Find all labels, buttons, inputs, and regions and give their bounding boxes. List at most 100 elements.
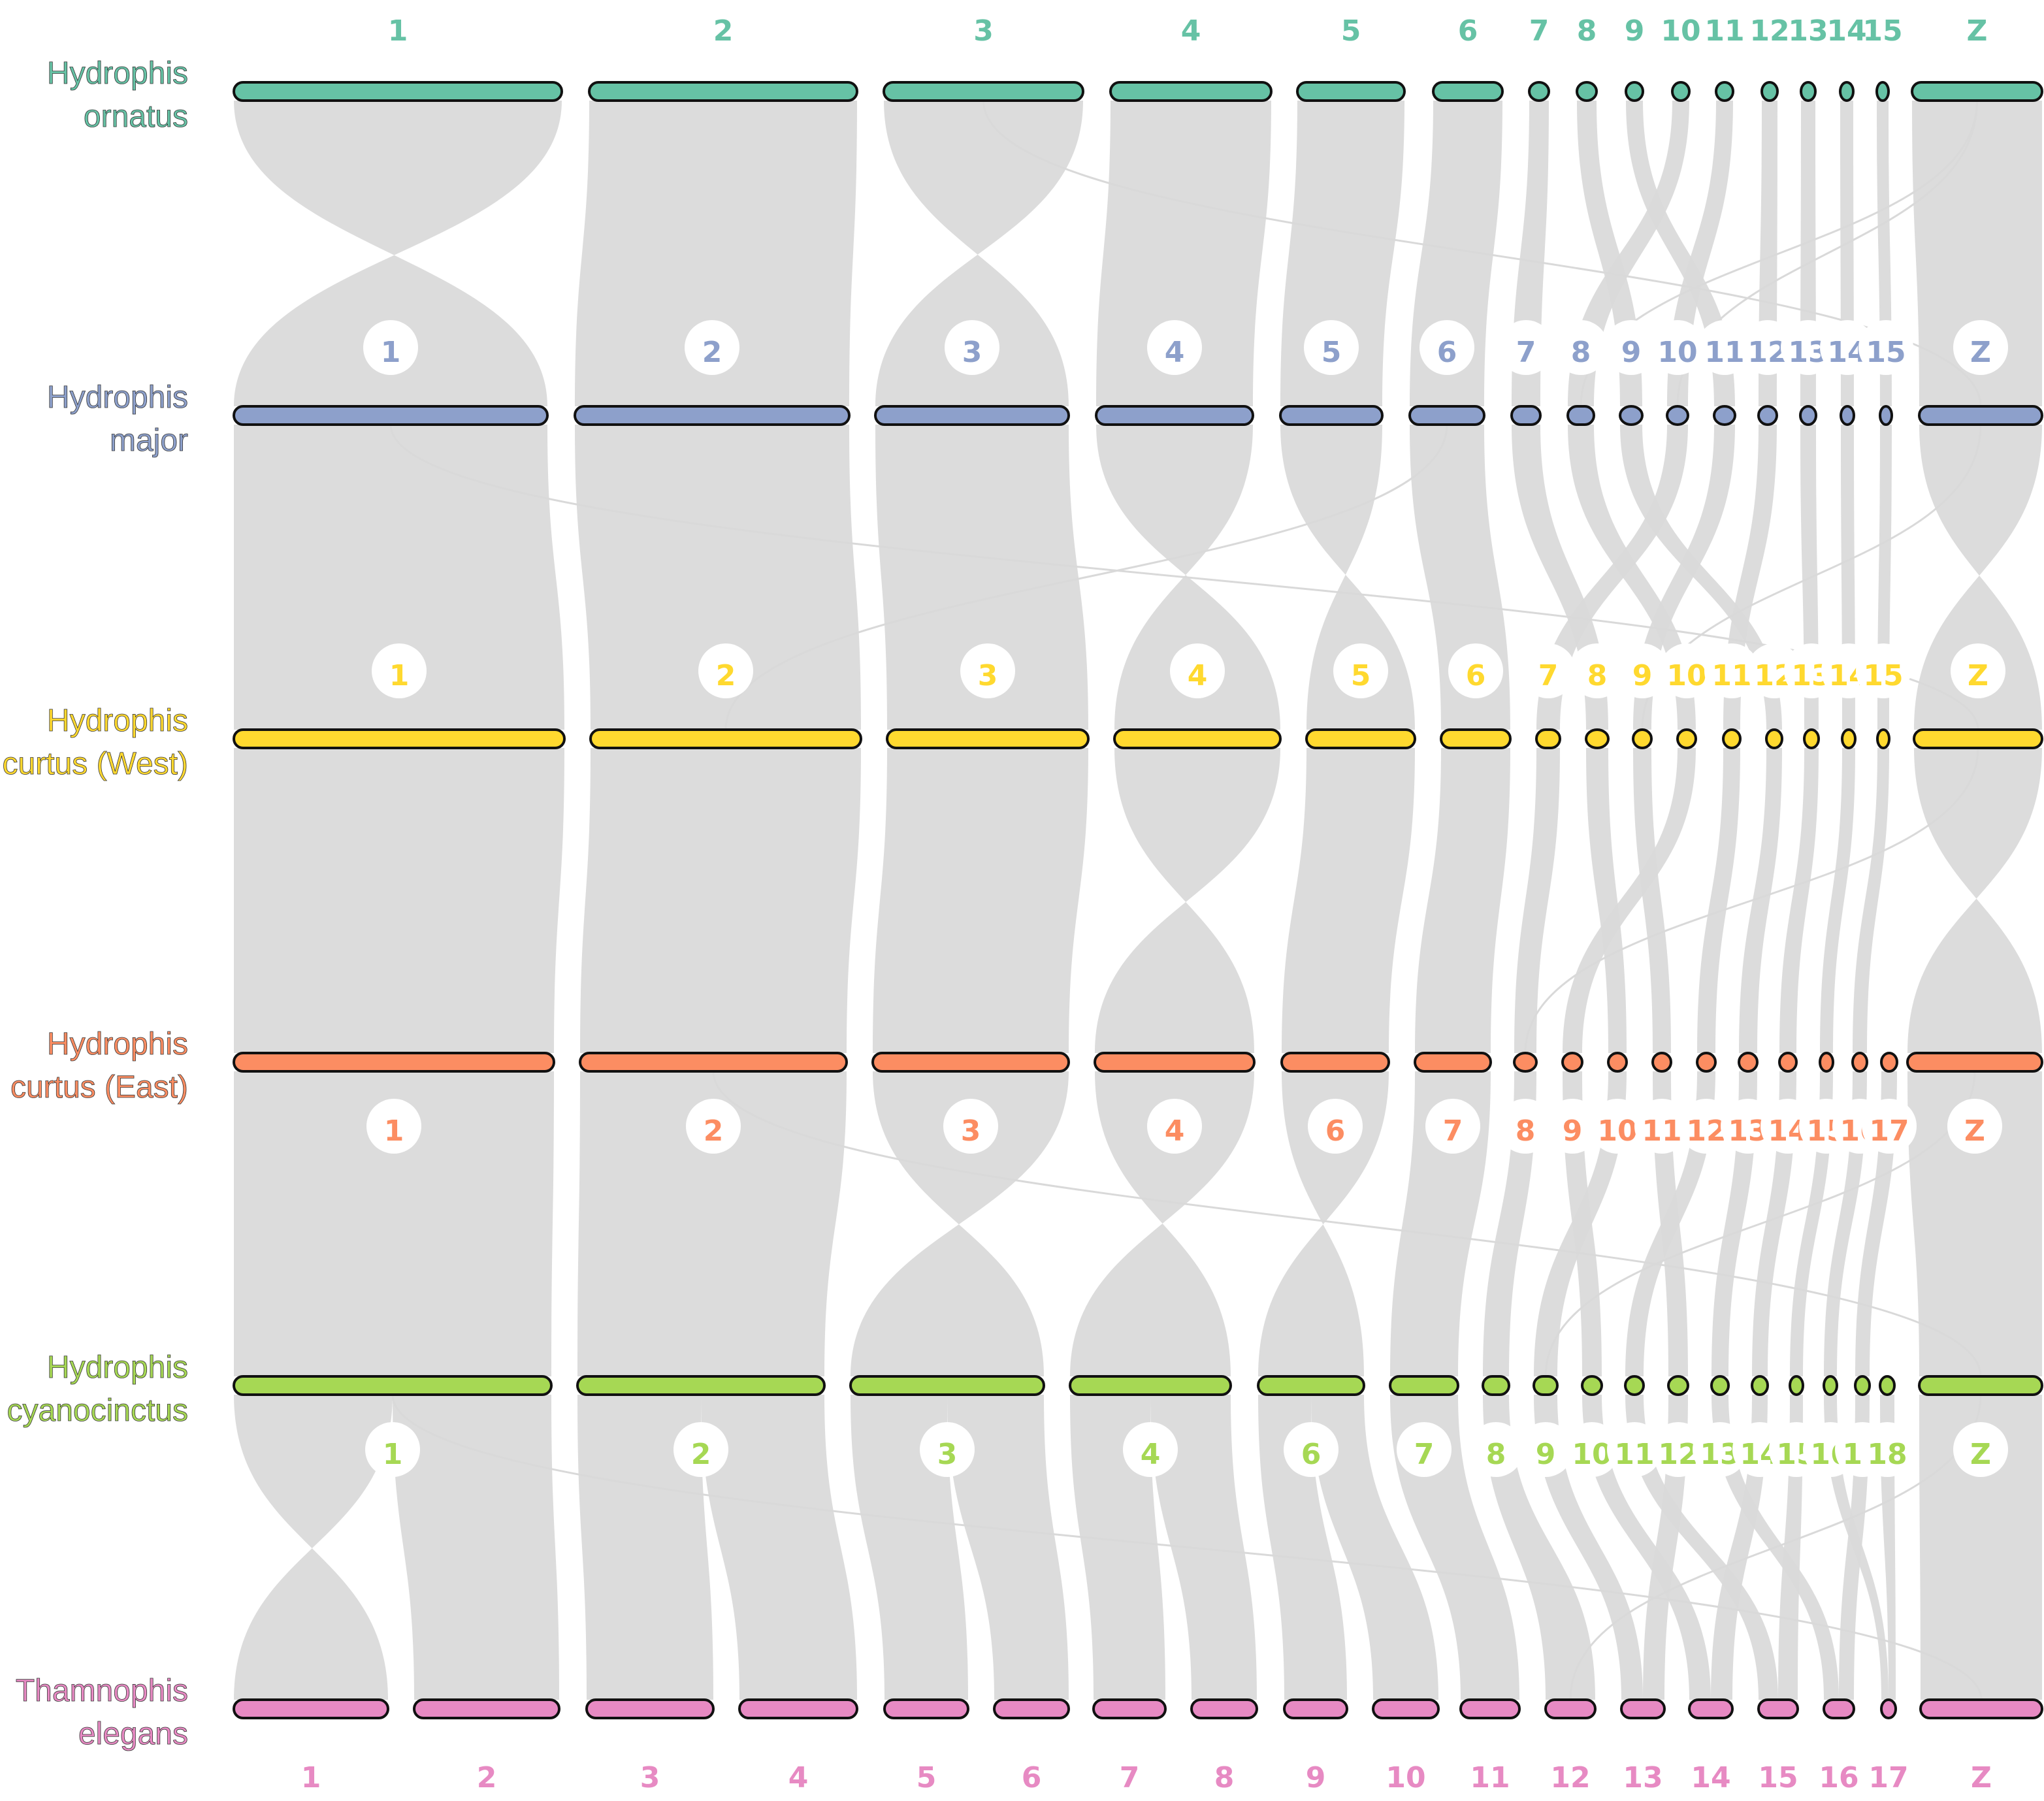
chromosome-bar-thamnophis-1 (233, 1698, 389, 1719)
chromosome-label-curtus_west-4: 4 (1188, 659, 1208, 692)
chromosome-label-curtus_east-17: 17 (1869, 1114, 1909, 1148)
chromosome-label-halo-major-1 (363, 320, 418, 375)
chromosome-label-halo-major-9 (1604, 320, 1659, 375)
chromosome-label-halo-major-6 (1419, 320, 1474, 375)
ribbon-curtus_west-9-to-curtus_east-11 (1633, 748, 1671, 1053)
chromosome-label-halo-curtus_west-4 (1170, 643, 1225, 698)
chromosome-label-curtus_west-9: 9 (1632, 659, 1653, 692)
chromosome-bar-curtus_west-10 (1676, 728, 1697, 749)
ribbon-cyanocinctus-1-to-thamnophis-1 (234, 1395, 393, 1700)
chromosome-label-curtus_east-3: 3 (961, 1114, 981, 1148)
chromosome-label-curtus_west-10: 10 (1666, 659, 1706, 692)
chromosome-label-halo-curtus_west-2 (698, 643, 753, 698)
chromosome-label-halo-cyanocinctus-2 (673, 1422, 728, 1477)
chromosome-label-thamnophis-1: 1 (301, 1761, 321, 1794)
chromosome-label-halo-curtus_east-17 (1862, 1099, 1917, 1154)
chromosome-label-cyanocinctus-8: 8 (1486, 1438, 1506, 1471)
chromosome-label-halo-curtus_west-9 (1615, 643, 1670, 698)
chromosome-bar-curtus_east-13 (1738, 1052, 1759, 1073)
chromosome-label-halo-curtus_west-7 (1521, 643, 1576, 698)
chromosome-label-cyanocinctus-10: 10 (1572, 1438, 1612, 1471)
chromosome-label-cyanocinctus-18: 18 (1867, 1438, 1907, 1471)
chromosome-label-curtus_east-1: 1 (384, 1114, 404, 1148)
species-genus: Hydrophis (47, 704, 188, 738)
chromosome-bar-ornatus-5 (1296, 81, 1406, 102)
species-label-major: Hydrophis major (47, 380, 189, 459)
chromosome-label-halo-major-13 (1781, 320, 1836, 375)
chromosome-bar-thamnophis-Z (1919, 1698, 2043, 1719)
chromosome-bar-curtus_west-6 (1440, 728, 1512, 749)
species-genus: Hydrophis (47, 380, 188, 415)
chromosome-bar-curtus_east-15 (1819, 1052, 1834, 1073)
chromosome-label-halo-cyanocinctus-12 (1651, 1422, 1706, 1477)
chromosome-label-major-8: 8 (1571, 336, 1591, 369)
ribbon-curtus_west-15-to-curtus_east-16 (1853, 748, 1889, 1053)
chromosome-label-ornatus-10: 10 (1661, 14, 1700, 48)
minor-link-10 (982, 100, 1982, 407)
chromosome-bar-curtus_west-15 (1876, 728, 1890, 749)
chromosome-bar-thamnophis-12 (1544, 1698, 1597, 1719)
ribbon-major-8-to-curtus_west-10 (1568, 425, 1696, 730)
chromosome-label-curtus_east-2: 2 (704, 1114, 724, 1148)
chromosome-label-curtus_west-3: 3 (978, 659, 998, 692)
ribbon-curtus_west-13-to-curtus_east-14 (1779, 748, 1819, 1053)
ribbon-curtus_west-4-to-curtus_east-4 (1095, 748, 1280, 1053)
chromosome-label-thamnophis-8: 8 (1214, 1761, 1235, 1794)
chromosome-label-curtus_west-11: 11 (1711, 659, 1751, 692)
chromosome-bar-ornatus-2 (588, 81, 858, 102)
ribbon-curtus_west-Z-to-curtus_east-Z (1907, 748, 2042, 1053)
chromosome-label-major-Z: Z (1970, 336, 1991, 369)
ribbon-major-2-to-curtus_west-2 (575, 425, 861, 730)
chromosome-label-ornatus-4: 4 (1181, 14, 1201, 48)
chromosome-bar-thamnophis-11 (1459, 1698, 1521, 1719)
chromosome-bar-major-7 (1510, 405, 1542, 426)
chromosome-label-major-7: 7 (1516, 336, 1536, 369)
chromosome-bar-curtus_west-Z (1913, 728, 2043, 749)
chromosome-bar-cyanocinctus-4 (1069, 1375, 1232, 1396)
chromosome-bar-cyanocinctus-3 (849, 1375, 1045, 1396)
ribbon-curtus_west-6-to-curtus_east-7 (1415, 748, 1510, 1053)
track-thamnophis: 1 2 3 4 5 6 7 8 9 10 11 12 13 14 15 16 17 Z (233, 1698, 2043, 1794)
chromosome-bar-curtus_east-1 (233, 1052, 555, 1073)
ribbon-cyanocinctus-4-to-thamnophis-8 (1150, 1395, 1257, 1700)
chromosome-label-halo-major-Z (1953, 320, 2008, 375)
chromosome-label-ornatus-11: 11 (1704, 14, 1744, 48)
chromosome-bar-thamnophis-6 (993, 1698, 1070, 1719)
chromosome-bar-ornatus-10 (1671, 81, 1691, 102)
chromosome-bar-curtus_east-16 (1851, 1052, 1868, 1073)
chromosome-label-ornatus-9: 9 (1625, 14, 1645, 48)
ribbon-curtus_east-2-to-cyanocinctus-2 (577, 1071, 847, 1376)
chromosome-label-major-12: 12 (1747, 336, 1787, 369)
ribbon-curtus_west-11-to-curtus_east-12 (1697, 748, 1740, 1053)
chromosome-label-halo-cyanocinctus-Z (1953, 1422, 2008, 1477)
chromosome-label-thamnophis-12: 12 (1550, 1761, 1590, 1794)
chromosome-label-halo-curtus_east-1 (366, 1099, 421, 1154)
chromosome-bar-curtus_west-11 (1722, 728, 1742, 749)
ribbon-curtus_east-4-to-cyanocinctus-4 (1070, 1071, 1254, 1376)
ribbon-cyanocinctus-6-to-thamnophis-10 (1311, 1395, 1438, 1700)
chromosome-bar-cyanocinctus-15 (1789, 1375, 1804, 1396)
chromosome-bar-major-13 (1799, 405, 1817, 426)
chromosome-label-halo-curtus_west-8 (1570, 643, 1625, 698)
ribbon-ornatus-4-to-major-4 (1096, 101, 1271, 406)
chromosome-label-halo-curtus_east-4 (1147, 1099, 1202, 1154)
chromosome-label-halo-cyanocinctus-1 (365, 1422, 420, 1477)
ribbon-cyanocinctus-6-to-thamnophis-9 (1258, 1395, 1347, 1700)
chromosome-bar-thamnophis-4 (738, 1698, 858, 1719)
chromosome-label-halo-major-10 (1650, 320, 1705, 375)
chromosome-bar-thamnophis-8 (1190, 1698, 1258, 1719)
ribbon-cyanocinctus-10-to-thamnophis-14 (1582, 1395, 1711, 1700)
chromosome-bar-major-8 (1566, 405, 1595, 426)
chromosome-label-halo-curtus_east-2 (686, 1099, 741, 1154)
chromosome-bar-cyanocinctus-12 (1667, 1375, 1689, 1396)
chromosome-label-halo-cyanocinctus-9 (1518, 1422, 1573, 1477)
chromosome-bar-curtus_west-12 (1765, 728, 1783, 749)
chromosome-label-curtus_east-4: 4 (1165, 1114, 1185, 1148)
ribbon-cyanocinctus-11-to-thamnophis-15 (1625, 1395, 1778, 1700)
chromosome-label-halo-curtus_east-Z (1947, 1099, 2002, 1154)
chromosome-label-halo-curtus_west-Z (1951, 643, 2005, 698)
chromosome-label-halo-cyanocinctus-8 (1468, 1422, 1523, 1477)
chromosome-label-curtus_west-Z: Z (1968, 659, 1988, 692)
chromosome-bar-major-1 (233, 405, 549, 426)
ribbon-curtus_west-12-to-curtus_east-13 (1739, 748, 1782, 1053)
